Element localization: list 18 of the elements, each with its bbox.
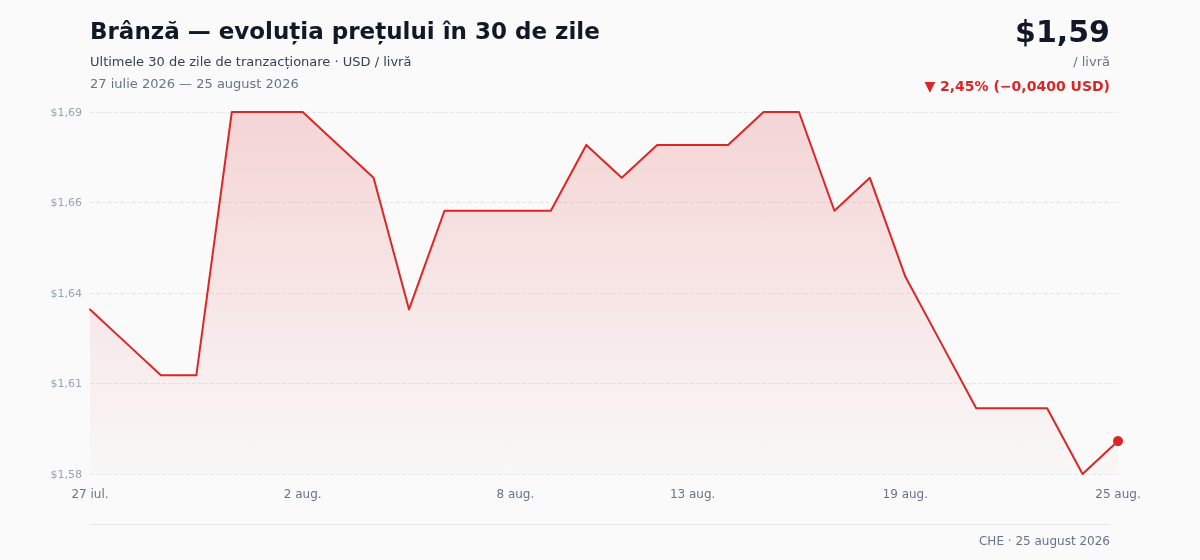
x-tick-label: 27 iul. bbox=[71, 487, 109, 501]
x-tick-label: 2 aug. bbox=[283, 487, 322, 501]
x-tick-label: 13 aug. bbox=[669, 487, 716, 501]
y-tick-label: $1,58 bbox=[50, 467, 82, 481]
x-tick-label: 25 aug. bbox=[1095, 487, 1141, 501]
text: $1,59 bbox=[1015, 14, 1110, 49]
chart-subtitle: Ultimele 30 de zile de tranzacționare · USD / livră bbox=[90, 54, 412, 69]
y-tick-label: $1,61 bbox=[50, 377, 82, 390]
text: ▼ 2,45% (−0,0400 USD) bbox=[924, 78, 1110, 94]
x-tick-label: 8 aug. bbox=[496, 487, 535, 501]
text: 27 iulie 2026 — 25 august 2026 bbox=[90, 76, 299, 91]
chart-title: Brânză — evoluția prețului în 30 de zile bbox=[90, 18, 600, 44]
y-tick-label: $1,64 bbox=[50, 286, 82, 300]
y-tick-label: $1,69 bbox=[50, 105, 82, 119]
text: / livră bbox=[1073, 54, 1110, 69]
y-tick-label: $1,66 bbox=[50, 196, 82, 209]
text: CHE · 25 august 2026 bbox=[978, 534, 1110, 548]
x-tick-label: 19 aug. bbox=[882, 487, 929, 501]
